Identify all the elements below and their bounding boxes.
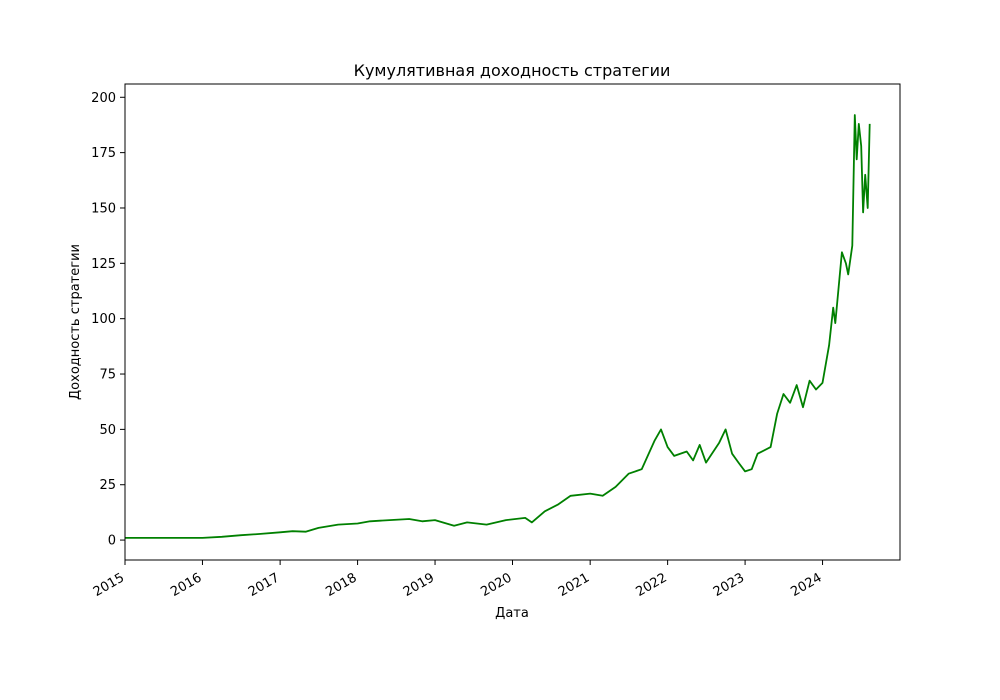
y-tick-label: 25 xyxy=(99,478,116,493)
series-line xyxy=(125,114,871,539)
y-tick-label: 150 xyxy=(91,201,116,216)
y-tick-label: 125 xyxy=(91,257,116,272)
y-axis: 0 25 50 75 100 125 150 175 200 xyxy=(91,91,125,549)
y-tick-label: 50 xyxy=(99,423,116,438)
chart-title: Кумулятивная доходность стратегии xyxy=(354,61,671,80)
y-tick-label: 100 xyxy=(91,312,116,327)
y-tick-label: 75 xyxy=(99,368,116,383)
y-tick-label: 175 xyxy=(91,146,116,161)
plot-area xyxy=(125,114,871,539)
y-axis-label: Доходность стратегии xyxy=(68,244,83,400)
x-axis-label: Дата xyxy=(495,606,529,621)
y-tick-label: 200 xyxy=(91,91,116,106)
y-tick-label: 0 xyxy=(108,534,116,549)
